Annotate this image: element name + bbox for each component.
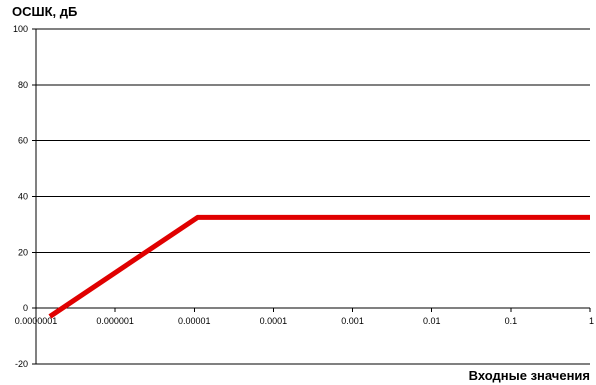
y-tick-label: 100: [13, 24, 28, 34]
y-tick-label: -20: [15, 359, 28, 369]
y-tick-label: 0: [23, 303, 28, 313]
x-tick-label: 1: [589, 316, 594, 326]
x-tick-label: 0.001: [341, 316, 364, 326]
x-tick-label: 0.0000001: [15, 316, 58, 326]
x-tick-label: 0.01: [423, 316, 441, 326]
x-tick-labels: 0.0000001 0.000001 0.00001 0.0001 0.001 0.01 0…: [15, 316, 594, 326]
y-tick-label: 60: [18, 136, 28, 146]
x-tick-label: 0.1: [505, 316, 518, 326]
y-tick-label: 20: [18, 247, 28, 257]
x-tick-label: 0.00001: [178, 316, 211, 326]
y-tick-label: 40: [18, 192, 28, 202]
x-tick-label: 0.0001: [260, 316, 288, 326]
series-line-0: [48, 214, 590, 319]
y-tick-labels: -20 0 20 40 60 80 100: [13, 24, 28, 369]
grid-lines: [36, 28, 590, 365]
axes: [32, 28, 591, 365]
x-axis-title: Входные значения: [468, 368, 590, 383]
series-lines: [48, 214, 591, 319]
y-tick-label: 80: [18, 80, 28, 90]
y-axis-title: ОСШК, дБ: [12, 4, 78, 19]
x-tick-label: 0.000001: [96, 316, 134, 326]
